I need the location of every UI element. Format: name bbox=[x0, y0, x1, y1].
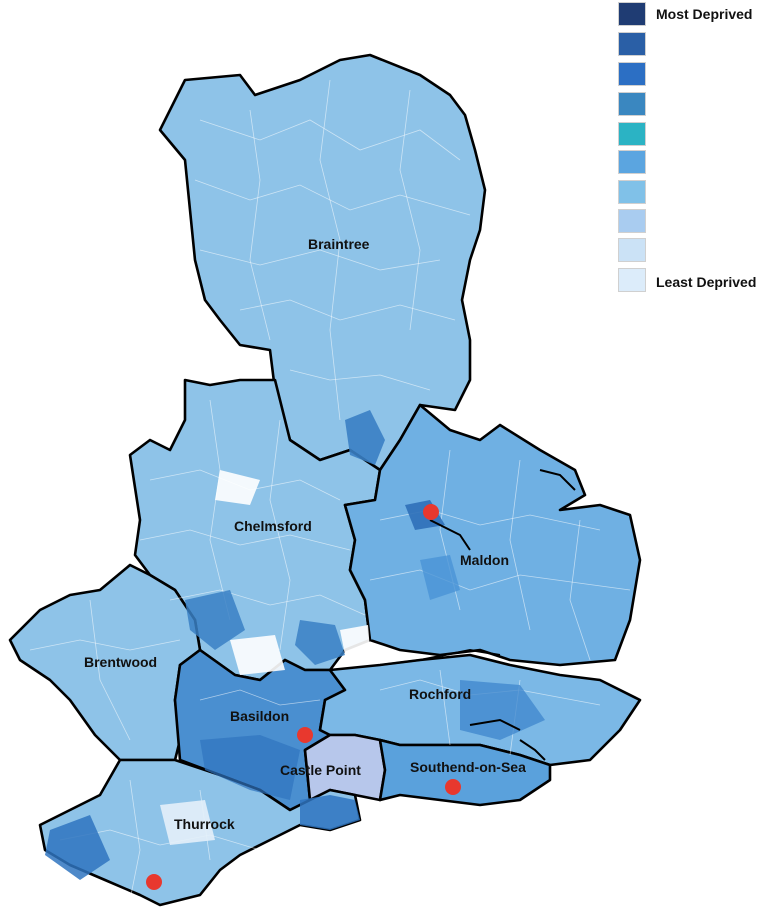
legend-swatch-2 bbox=[618, 32, 646, 56]
legend: Most Deprived Least Deprived bbox=[618, 0, 768, 300]
legend-swatch-1 bbox=[618, 2, 646, 26]
red-dot-basildon bbox=[297, 727, 313, 743]
legend-least-deprived: Least Deprived bbox=[656, 274, 757, 290]
legend-swatch-3 bbox=[618, 62, 646, 86]
red-dot-maldon bbox=[423, 504, 439, 520]
legend-swatch-7 bbox=[618, 180, 646, 204]
label-chelmsford: Chelmsford bbox=[234, 518, 312, 534]
label-basildon: Basildon bbox=[230, 708, 289, 724]
label-southend-on-sea: Southend-on-Sea bbox=[410, 759, 526, 775]
label-thurrock: Thurrock bbox=[174, 816, 235, 832]
district-braintree[interactable] bbox=[158, 53, 487, 472]
district-maldon[interactable] bbox=[343, 403, 642, 667]
estuary-inlets bbox=[379, 469, 576, 761]
label-braintree: Braintree bbox=[308, 236, 370, 252]
legend-swatch-5 bbox=[618, 122, 646, 146]
legend-swatch-6 bbox=[618, 150, 646, 174]
red-dot-thurrock bbox=[146, 874, 162, 890]
legend-swatch-10 bbox=[618, 268, 646, 292]
label-castle-point: Castle Point bbox=[280, 762, 361, 778]
district-southend-on-sea[interactable] bbox=[378, 738, 552, 807]
red-dot-southend bbox=[445, 779, 461, 795]
highlight-wards bbox=[45, 410, 545, 880]
legend-most-deprived: Most Deprived bbox=[656, 6, 753, 22]
legend-swatch-8 bbox=[618, 209, 646, 233]
label-rochford: Rochford bbox=[409, 686, 471, 702]
label-brentwood: Brentwood bbox=[84, 654, 157, 670]
legend-swatch-4 bbox=[618, 92, 646, 116]
label-maldon: Maldon bbox=[460, 552, 509, 568]
ward-boundaries bbox=[29, 79, 631, 901]
legend-swatch-9 bbox=[618, 238, 646, 262]
